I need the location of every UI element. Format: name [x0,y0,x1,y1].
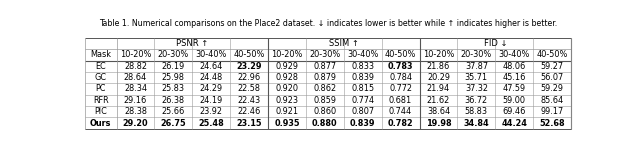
Text: 37.32: 37.32 [465,85,488,93]
Text: 25.48: 25.48 [198,119,224,128]
Text: 45.16: 45.16 [502,73,526,82]
Text: 52.68: 52.68 [540,119,565,128]
Text: 40-50%: 40-50% [536,50,568,59]
Text: 28.34: 28.34 [124,85,147,93]
Text: 25.98: 25.98 [162,73,185,82]
Text: 0.815: 0.815 [351,85,374,93]
Text: 0.783: 0.783 [388,62,413,71]
Text: 40-50%: 40-50% [234,50,265,59]
Text: 26.75: 26.75 [161,119,186,128]
Text: 23.92: 23.92 [200,107,223,116]
Text: 20.29: 20.29 [427,73,450,82]
Text: 0.782: 0.782 [388,119,413,128]
Text: 69.46: 69.46 [502,107,526,116]
Text: Mask: Mask [90,50,111,59]
Text: FID ↓: FID ↓ [484,39,507,48]
Text: 26.19: 26.19 [162,62,185,71]
Text: 0.744: 0.744 [389,107,412,116]
Text: 24.48: 24.48 [200,73,223,82]
Text: 20-30%: 20-30% [157,50,189,59]
Text: 22.58: 22.58 [237,85,260,93]
Text: 0.839: 0.839 [350,119,376,128]
Text: RFR: RFR [93,96,109,105]
Text: 85.64: 85.64 [540,96,564,105]
Text: 0.877: 0.877 [314,62,337,71]
Text: 10-20%: 10-20% [271,50,303,59]
Text: 0.929: 0.929 [275,62,298,71]
Text: 59.27: 59.27 [541,62,564,71]
Text: 99.17: 99.17 [541,107,564,116]
Text: Ours: Ours [90,119,111,128]
Text: 24.29: 24.29 [200,85,223,93]
Text: 28.38: 28.38 [124,107,147,116]
Text: 30-40%: 30-40% [499,50,530,59]
Text: 0.879: 0.879 [314,73,337,82]
Text: 23.29: 23.29 [236,62,262,71]
Text: 38.64: 38.64 [427,107,450,116]
Text: 48.06: 48.06 [502,62,526,71]
Text: 59.29: 59.29 [541,85,564,93]
Text: GC: GC [95,73,107,82]
Text: 20-30%: 20-30% [309,50,340,59]
Text: 21.62: 21.62 [427,96,450,105]
Text: 59.00: 59.00 [503,96,525,105]
Text: EC: EC [95,62,106,71]
Text: 0.921: 0.921 [275,107,298,116]
Text: 20-30%: 20-30% [461,50,492,59]
Text: 0.928: 0.928 [275,73,298,82]
Text: 0.859: 0.859 [314,96,337,105]
Text: 22.96: 22.96 [237,73,260,82]
Text: 0.784: 0.784 [389,73,412,82]
Text: 28.82: 28.82 [124,62,147,71]
Text: 24.19: 24.19 [200,96,223,105]
Text: 10-20%: 10-20% [120,50,151,59]
Text: 40-50%: 40-50% [385,50,416,59]
Text: 0.774: 0.774 [351,96,374,105]
Text: PC: PC [95,85,106,93]
Text: 29.16: 29.16 [124,96,147,105]
Text: 0.833: 0.833 [351,62,374,71]
Text: 47.59: 47.59 [502,85,526,93]
Text: 34.84: 34.84 [463,119,489,128]
Text: 29.20: 29.20 [123,119,148,128]
Text: 0.935: 0.935 [274,119,300,128]
Text: 25.66: 25.66 [162,107,185,116]
Text: 0.880: 0.880 [312,119,338,128]
Text: 22.43: 22.43 [237,96,260,105]
Text: 30-40%: 30-40% [347,50,378,59]
Text: 25.83: 25.83 [162,85,185,93]
Text: 0.923: 0.923 [275,96,298,105]
Text: 19.98: 19.98 [426,119,451,128]
Text: 22.46: 22.46 [237,107,260,116]
Text: 0.839: 0.839 [351,73,374,82]
Text: 56.07: 56.07 [541,73,564,82]
Text: 0.920: 0.920 [275,85,298,93]
Text: 10-20%: 10-20% [423,50,454,59]
Text: 36.72: 36.72 [465,96,488,105]
Text: 35.71: 35.71 [465,73,488,82]
Text: 21.86: 21.86 [427,62,450,71]
Text: PSNR ↑: PSNR ↑ [176,39,209,48]
Text: 37.87: 37.87 [465,62,488,71]
Text: 24.64: 24.64 [200,62,223,71]
Text: SSIM ↑: SSIM ↑ [329,39,359,48]
Text: 21.94: 21.94 [427,85,450,93]
Text: Table 1. Numerical comparisons on the Place2 dataset. ↓ indicates lower is bette: Table 1. Numerical comparisons on the Pl… [99,19,557,28]
Text: 23.15: 23.15 [236,119,262,128]
Text: 58.83: 58.83 [465,107,488,116]
Text: 26.38: 26.38 [162,96,185,105]
Text: 0.807: 0.807 [351,107,374,116]
Text: 30-40%: 30-40% [196,50,227,59]
Text: 0.862: 0.862 [314,85,337,93]
Text: PIC: PIC [94,107,107,116]
Text: 44.24: 44.24 [501,119,527,128]
Text: 0.681: 0.681 [389,96,412,105]
Text: 0.860: 0.860 [314,107,337,116]
Text: 0.772: 0.772 [389,85,412,93]
Text: 28.64: 28.64 [124,73,147,82]
